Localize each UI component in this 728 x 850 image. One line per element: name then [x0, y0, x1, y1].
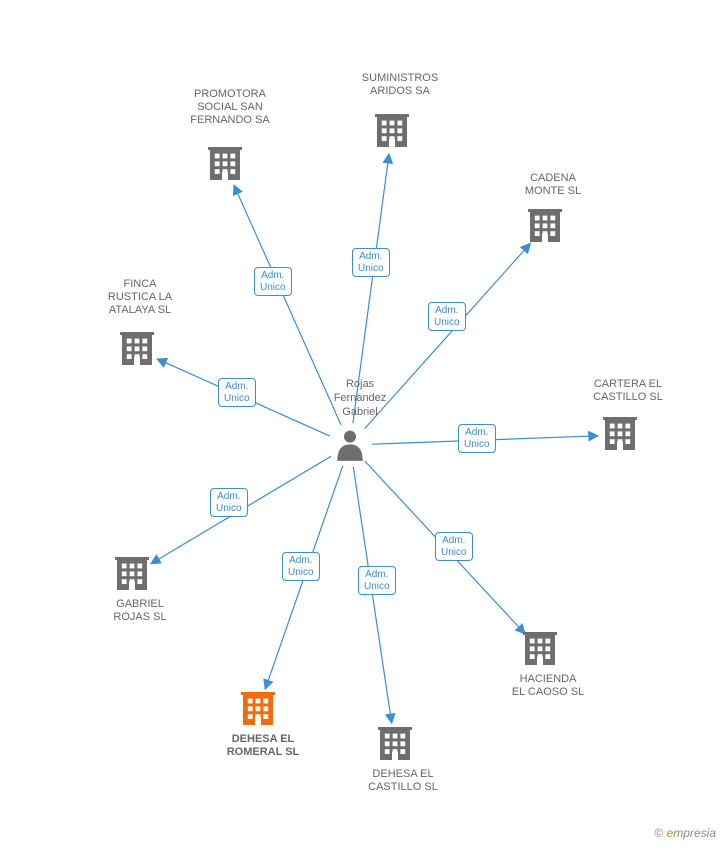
- edge-label: Adm. Unico: [218, 378, 256, 407]
- footer-credit: © empresia: [654, 826, 716, 840]
- company-label: SUMINISTROS ARIDOS SA: [350, 72, 450, 98]
- brand-rest: mpresia: [673, 826, 716, 840]
- building-icon: [378, 727, 412, 760]
- edge-label: Adm. Unico: [352, 248, 390, 277]
- edge-label: Adm. Unico: [458, 424, 496, 453]
- company-label: PROMOTORA SOCIAL SAN FERNANDO SA: [180, 88, 280, 128]
- edge-label: Adm. Unico: [282, 552, 320, 581]
- edge-label: Adm. Unico: [435, 532, 473, 561]
- company-label: DEHESA EL ROMERAL SL: [213, 733, 313, 759]
- edge-line: [353, 467, 391, 723]
- copyright-symbol: ©: [654, 826, 663, 840]
- building-icon: [523, 632, 557, 665]
- edge-label: Adm. Unico: [428, 302, 466, 331]
- building-icon: [528, 209, 562, 242]
- building-icon: [241, 692, 275, 725]
- building-icon: [120, 332, 154, 365]
- building-icon: [208, 147, 242, 180]
- person-icon: [337, 431, 363, 461]
- building-icon: [375, 114, 409, 147]
- edge-label: Adm. Unico: [210, 488, 248, 517]
- diagram-svg: [0, 0, 728, 850]
- company-label: GABRIEL ROJAS SL: [100, 598, 180, 624]
- company-label: FINCA RUSTICA LA ATALAYA SL: [95, 278, 185, 318]
- company-label: DEHESA EL CASTILLO SL: [353, 768, 453, 794]
- edge-label: Adm. Unico: [358, 566, 396, 595]
- building-icon: [603, 417, 637, 450]
- building-icon: [115, 557, 149, 590]
- edge-label: Adm. Unico: [254, 267, 292, 296]
- company-label: CADENA MONTE SL: [513, 172, 593, 198]
- company-label: CARTERA EL CASTILLO SL: [578, 378, 678, 404]
- company-label: HACIENDA EL CAOSO SL: [498, 673, 598, 699]
- center-person-label: Rojas Fernandez Gabriel: [320, 378, 400, 419]
